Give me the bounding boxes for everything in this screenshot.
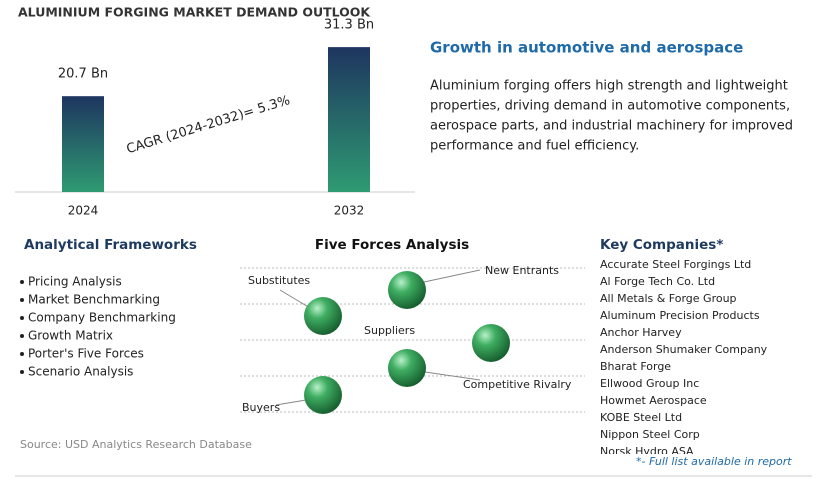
x-tick-label: 2024 <box>68 204 99 218</box>
framework-item: Pricing Analysis <box>28 275 122 289</box>
company: Aluminum Precision Products <box>600 309 760 322</box>
x-tick-label: 2032 <box>334 204 365 218</box>
spheres <box>304 271 510 414</box>
company: Anderson Shumaker Company <box>600 343 768 356</box>
highlight-line: aerospace parts, and industrial machiner… <box>430 119 793 134</box>
companies-title: Key Companies* <box>600 237 723 253</box>
framework-item: Growth Matrix <box>28 329 113 343</box>
forces-title: Five Forces Analysis <box>315 237 469 253</box>
bar <box>62 96 104 192</box>
force-label: Buyers <box>242 401 280 414</box>
company: Al Forge Tech Co. Ltd <box>600 275 715 288</box>
company: Ellwood Group Inc <box>600 377 699 390</box>
bullet <box>20 280 24 284</box>
frameworks-title: Analytical Frameworks <box>24 237 197 253</box>
bar <box>328 47 370 192</box>
source: Source: USD Analytics Research Database <box>20 438 252 451</box>
company: Howmet Aerospace <box>600 394 707 407</box>
force-label: New Entrants <box>485 264 559 277</box>
bullet <box>20 298 24 302</box>
company: Accurate Steel Forgings Ltd <box>600 258 751 271</box>
leaders <box>275 269 481 406</box>
value-label: 31.3 Bn <box>324 18 374 33</box>
company: Anchor Harvey <box>600 326 682 339</box>
framework-item: Market Benchmarking <box>28 293 160 307</box>
bullet <box>20 370 24 374</box>
company: Bharat Forge <box>600 360 671 373</box>
company: All Metals & Forge Group <box>600 292 737 305</box>
force-label: Substitutes <box>248 274 310 287</box>
highlight-title: Growth in automotive and aerospace <box>430 39 743 57</box>
framework-item: Scenario Analysis <box>28 365 133 379</box>
page-title: ALUMINIUM FORGING MARKET DEMAND OUTLOOK <box>18 5 371 20</box>
cagr: CAGR (2024-2032)= 5.3% <box>125 93 292 157</box>
highlight-line: performance and fuel efficiency. <box>430 139 639 154</box>
bullet <box>20 352 24 356</box>
company: KOBE Steel Ltd <box>600 411 682 424</box>
highlight-line: properties, driving demand in automotive… <box>430 99 790 114</box>
force-label: Suppliers <box>364 324 415 337</box>
bullet <box>20 316 24 320</box>
framework-item: Company Benchmarking <box>28 311 176 325</box>
value-label: 20.7 Bn <box>58 67 108 82</box>
force-label: Competitive Rivalry <box>463 378 572 391</box>
company: Norsk Hydro ASA <box>600 445 694 458</box>
footnote: *- Full list available in report <box>636 455 792 468</box>
company: Nippon Steel Corp <box>600 428 700 441</box>
highlight-line: Aluminium forging offers high strength a… <box>430 79 788 94</box>
framework-item: Porter's Five Forces <box>28 347 144 361</box>
bullet <box>20 334 24 338</box>
